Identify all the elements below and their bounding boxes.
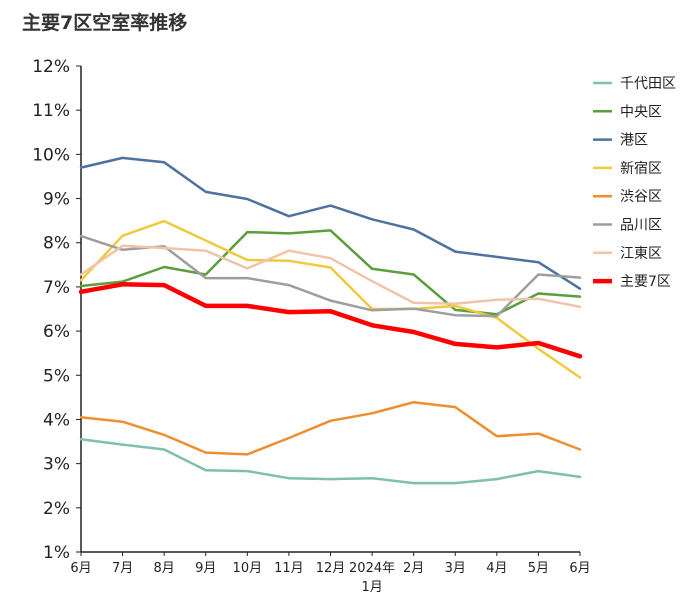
y-tick-label: 9% <box>43 190 70 210</box>
y-tick-label: 10% <box>32 145 70 165</box>
x-tick-label: 2月 <box>403 561 424 576</box>
y-tick-label: 4% <box>43 410 70 430</box>
y-tick-label: 2% <box>43 499 70 519</box>
legend-label: 主要7区 <box>620 274 671 290</box>
x-tick-label: 8月 <box>154 561 175 576</box>
legend-label: 品川区 <box>620 218 662 234</box>
x-tick-label: 2024年 1月 <box>349 561 395 595</box>
x-tick-label: 3月 <box>445 561 466 576</box>
x-tick-label: 12月 <box>316 561 346 576</box>
legend-label: 渋谷区 <box>620 189 662 205</box>
series-line <box>78 282 583 359</box>
legend-label: 港区 <box>620 133 648 149</box>
chart-title: 主要7区空室率推移 <box>22 12 188 34</box>
y-tick-label: 8% <box>43 234 70 254</box>
y-tick-label: 7% <box>43 278 70 298</box>
series-line <box>79 229 582 316</box>
x-tick-label: 10月 <box>233 561 263 576</box>
x-tick-label: 9月 <box>195 561 216 576</box>
y-tick-label: 1% <box>43 543 70 563</box>
y-tick-label: 11% <box>32 101 70 121</box>
series-line <box>79 234 582 318</box>
series-line <box>79 219 582 379</box>
x-tick-label: 5月 <box>528 561 549 576</box>
x-tick-label: 7月 <box>112 561 133 576</box>
y-tick-label: 12% <box>32 57 70 77</box>
legend-label: 新宿区 <box>620 160 662 177</box>
series-line <box>79 244 582 309</box>
series-line <box>79 400 582 456</box>
series-line <box>79 438 582 485</box>
y-tick-label: 6% <box>43 322 70 342</box>
x-tick-label: 6月 <box>70 561 91 576</box>
x-tick-label: 11月 <box>274 561 304 576</box>
x-tick-label: 4月 <box>486 561 507 576</box>
legend-label: 中央区 <box>620 104 662 120</box>
y-tick-label: 5% <box>43 366 70 386</box>
legend-label: 千代田区 <box>620 76 676 92</box>
series-line <box>79 156 582 290</box>
y-tick-label: 3% <box>43 455 70 475</box>
legend-label: 江東区 <box>620 246 662 262</box>
x-tick-label: 6月 <box>569 561 590 576</box>
